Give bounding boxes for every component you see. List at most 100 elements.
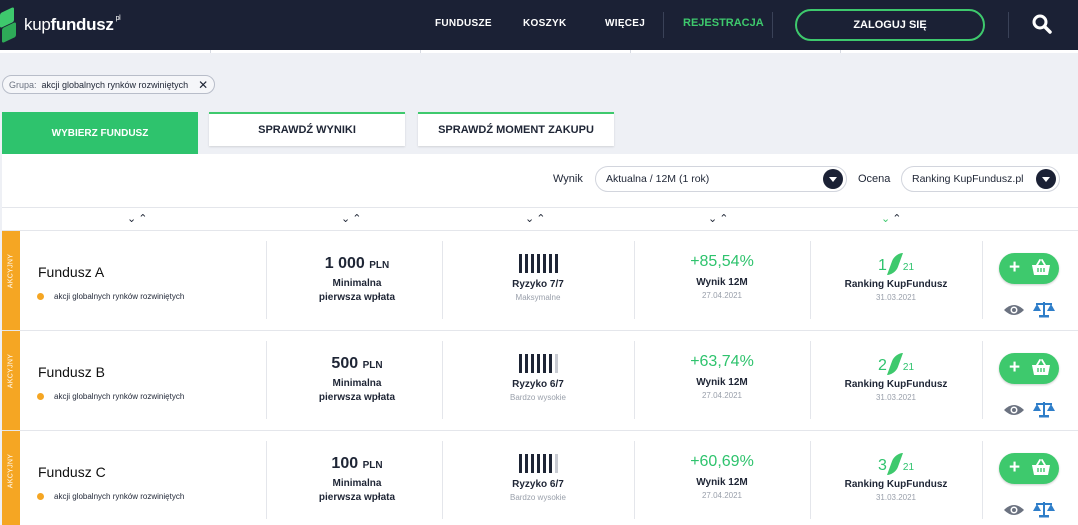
fund-group-label: akcji globalnych rynków rozwiniętych bbox=[54, 392, 185, 401]
result-date: 27.04.2021 bbox=[701, 491, 743, 500]
search-icon[interactable] bbox=[1032, 14, 1052, 34]
fund-group: akcji globalnych rynków rozwiniętych bbox=[37, 292, 184, 301]
risk-bars bbox=[442, 254, 634, 273]
risk-label: Ryzyko 6/7 bbox=[512, 379, 564, 390]
add-to-basket-button[interactable]: + bbox=[999, 253, 1059, 284]
login-button[interactable]: ZALOGUJ SIĘ bbox=[795, 9, 985, 41]
result-label: Wynik 12M bbox=[696, 377, 748, 388]
result-label: Wynik 12M bbox=[696, 477, 748, 488]
eye-icon[interactable] bbox=[1003, 403, 1025, 417]
basket-icon bbox=[1032, 359, 1050, 375]
ranking-label: Ranking KupFundusz bbox=[844, 479, 948, 490]
nav-wiecej[interactable]: WIĘCEJ bbox=[605, 18, 646, 29]
nav-fundusze[interactable]: FUNDUSZE bbox=[435, 18, 492, 29]
compare-scale-icon[interactable] bbox=[1033, 300, 1055, 318]
ranking-position: 2 21 bbox=[810, 349, 982, 375]
risk-bar bbox=[524, 354, 528, 373]
sort-min-amount[interactable]: ⌄⌃ bbox=[341, 212, 363, 225]
fund-row: AKCYJNY Fundusz C akcji globalnych rynkó… bbox=[2, 430, 1078, 525]
result-select-label: Wynik bbox=[553, 173, 583, 185]
risk-bar bbox=[530, 354, 534, 373]
sort-risk[interactable]: ⌄⌃ bbox=[525, 212, 547, 225]
chevron-down-icon[interactable] bbox=[823, 169, 843, 189]
ranking-position: 3 21 bbox=[810, 449, 982, 475]
chevron-up-icon[interactable]: ⌃ bbox=[892, 213, 904, 225]
min-payment-cell: 500 PLN Minimalna pierwsza wpłata bbox=[272, 355, 442, 405]
risk-description: Maksymalne bbox=[515, 293, 561, 302]
close-icon[interactable]: ✕ bbox=[198, 77, 209, 92]
plus-icon: + bbox=[1009, 457, 1021, 478]
chevron-down-icon[interactable]: ⌄ bbox=[881, 213, 893, 225]
nav-divider bbox=[663, 12, 664, 38]
risk-bar bbox=[542, 354, 546, 373]
risk-bar bbox=[524, 454, 528, 473]
risk-bar bbox=[548, 354, 552, 373]
chevron-up-icon[interactable]: ⌃ bbox=[536, 213, 548, 225]
risk-bar bbox=[530, 454, 534, 473]
rating-select[interactable]: Ranking KupFundusz.pl bbox=[901, 166, 1060, 192]
risk-bar bbox=[548, 454, 552, 473]
chevron-down-icon[interactable] bbox=[1036, 169, 1056, 189]
tab-wybierz-fundusz[interactable]: WYBIERZ FUNDUSZ bbox=[2, 112, 198, 154]
result-cell: +85,54% Wynik 12M 27.04.2021 bbox=[634, 253, 810, 302]
fund-name[interactable]: Fundusz C bbox=[38, 464, 106, 480]
risk-bar bbox=[530, 254, 534, 273]
min-payment-label-2: pierwsza wpłata bbox=[318, 292, 396, 303]
fund-row: AKCYJNY Fundusz A akcji globalnych rynkó… bbox=[2, 230, 1078, 331]
category-stripe: AKCYJNY bbox=[2, 331, 20, 431]
category-label: AKCYJNY bbox=[7, 253, 15, 289]
add-to-basket-button[interactable]: + bbox=[999, 353, 1059, 384]
sort-result[interactable]: ⌄⌃ bbox=[708, 212, 730, 225]
leaf-icon bbox=[886, 353, 903, 375]
add-to-basket-button[interactable]: + bbox=[999, 453, 1059, 484]
risk-bar bbox=[542, 254, 546, 273]
ranking-position: 1 21 bbox=[810, 249, 982, 275]
compare-scale-icon[interactable] bbox=[1033, 500, 1055, 518]
category-label: AKCYJNY bbox=[7, 353, 15, 389]
eye-icon[interactable] bbox=[1003, 503, 1025, 517]
ranking-cell: 2 21 Ranking KupFundusz 31.03.2021 bbox=[810, 349, 982, 404]
filter-chip-group: Grupa: akcji globalnych rynków rozwinięt… bbox=[2, 75, 216, 94]
rating-select-label: Ocena bbox=[858, 173, 891, 185]
ranking-cell: 3 21 Ranking KupFundusz 31.03.2021 bbox=[810, 449, 982, 504]
sort-ranking[interactable]: ⌄⌃ bbox=[881, 212, 903, 225]
result-date: 27.04.2021 bbox=[701, 391, 743, 400]
fund-name[interactable]: Fundusz A bbox=[38, 264, 105, 280]
chevron-down-icon[interactable]: ⌄ bbox=[341, 213, 353, 225]
fund-row: AKCYJNY Fundusz B akcji globalnych rynkó… bbox=[2, 330, 1078, 431]
filter-chip-value: akcji globalnych rynków rozwiniętych bbox=[41, 79, 189, 90]
group-dot-icon bbox=[37, 393, 44, 400]
column-divider bbox=[982, 241, 983, 319]
sort-fund-name[interactable]: ⌄⌃ bbox=[127, 212, 149, 225]
eye-icon[interactable] bbox=[1003, 303, 1025, 317]
result-period-value: Aktualna / 12M (1 rok) bbox=[606, 173, 710, 185]
chevron-up-icon[interactable]: ⌃ bbox=[352, 213, 364, 225]
fund-name[interactable]: Fundusz B bbox=[38, 364, 105, 380]
chevron-down-icon[interactable]: ⌄ bbox=[708, 213, 720, 225]
basket-icon bbox=[1032, 459, 1050, 475]
ranking-date: 31.03.2021 bbox=[875, 293, 917, 302]
result-label: Wynik 12M bbox=[696, 277, 748, 288]
column-divider bbox=[266, 341, 267, 419]
min-payment-amount: 1 000 PLN bbox=[324, 255, 390, 272]
chevron-down-icon[interactable]: ⌄ bbox=[127, 213, 139, 225]
result-date: 27.04.2021 bbox=[701, 291, 743, 300]
result-cell: +60,69% Wynik 12M 27.04.2021 bbox=[634, 453, 810, 502]
nav-koszyk[interactable]: KOSZYK bbox=[523, 18, 567, 29]
risk-cell: Ryzyko 6/7 Bardzo wysokie bbox=[442, 454, 634, 504]
chevron-up-icon[interactable]: ⌃ bbox=[138, 213, 150, 225]
risk-cell: Ryzyko 6/7 Bardzo wysokie bbox=[442, 354, 634, 404]
logo[interactable]: kupfundusz pl bbox=[0, 6, 121, 44]
register-link[interactable]: REJESTRACJA bbox=[683, 17, 764, 29]
rating-value: Ranking KupFundusz.pl bbox=[912, 173, 1024, 185]
min-payment-amount: 500 PLN bbox=[331, 355, 383, 372]
result-period-select[interactable]: Aktualna / 12M (1 rok) bbox=[595, 166, 847, 192]
ranking-label: Ranking KupFundusz bbox=[844, 379, 948, 390]
chevron-down-icon[interactable]: ⌄ bbox=[525, 213, 537, 225]
risk-bar bbox=[518, 254, 522, 273]
tab-sprawdz-wyniki[interactable]: SPRAWDŹ WYNIKI bbox=[209, 112, 405, 146]
tab-sprawdz-moment-zakupu[interactable]: SPRAWDŹ MOMENT ZAKUPU bbox=[418, 112, 614, 146]
compare-scale-icon[interactable] bbox=[1033, 400, 1055, 418]
result-value: +63,74% bbox=[690, 353, 754, 370]
chevron-up-icon[interactable]: ⌃ bbox=[719, 213, 731, 225]
